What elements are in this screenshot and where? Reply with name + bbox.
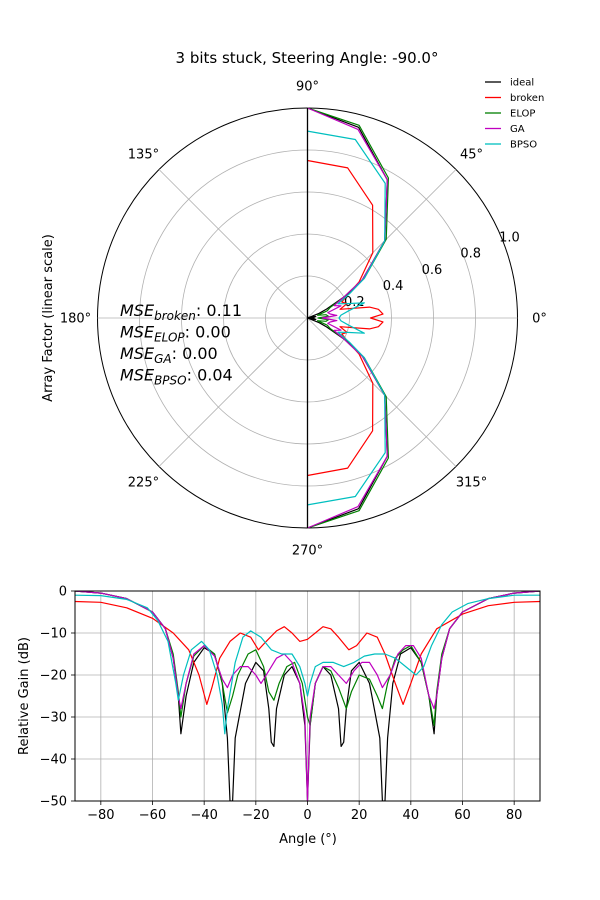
mse-separator: : — [196, 301, 206, 320]
polar-r-tick-label: 0.8 — [460, 247, 481, 262]
cartesian-chart: −80 −60 −40 −20 0 20 40 60 80 0 −10 −20 −30 −40 −50 — [40, 585, 541, 823]
x-tick-label: 60 — [454, 808, 471, 823]
polar-angular-gridline — [158, 169, 308, 319]
polar-angular-gridline — [307, 169, 457, 319]
mse-symbol: MSE — [120, 301, 155, 320]
polar-theta-tick-label: 135° — [128, 147, 159, 162]
polar-series-line-BPSO — [307, 130, 386, 506]
polar-theta-tick-label: 315° — [456, 476, 487, 491]
plot-frame — [74, 590, 541, 802]
polar-r-tick-label: 0.2 — [344, 295, 365, 310]
mse-subscript: BPSO — [154, 374, 187, 388]
mse-symbol: MSE — [120, 344, 155, 363]
mse-annotation: MSEBPSO: 0.04 — [120, 366, 233, 388]
x-tick-label: 40 — [403, 808, 420, 823]
polar-theta-tick-label: 90° — [296, 80, 319, 95]
legend-label-BPSO: BPSO — [510, 140, 537, 151]
mse-annotation: MSEGA: 0.00 — [120, 344, 218, 366]
cartesian-series-group — [75, 591, 540, 801]
polar-theta-tick-label: 45° — [460, 147, 483, 162]
cartesian-series-line-broken — [75, 600, 540, 705]
mse-annotation: MSEELOP: 0.00 — [120, 323, 231, 345]
legend-label-ideal: ideal — [510, 78, 534, 89]
mse-value: 0.04 — [197, 366, 233, 385]
x-tick-label: −20 — [242, 808, 269, 823]
polar-r-tick-label: 0.6 — [422, 263, 443, 278]
x-tick-label: 80 — [506, 808, 523, 823]
polar-series-line-GA — [307, 107, 388, 529]
y-tick-label: −10 — [40, 627, 67, 642]
y-tick-label: −30 — [40, 711, 67, 726]
polar-theta-tick-label: 270° — [292, 544, 323, 559]
x-tick-label: −60 — [139, 808, 166, 823]
mse-value: 0.00 — [195, 323, 231, 342]
legend-label-broken: broken — [510, 93, 544, 104]
mse-symbol: MSE — [120, 366, 155, 385]
mse-symbol: MSE — [120, 323, 155, 342]
polar-chart: 0° 45° 90° 135° 180° 225° 270° 315° 0.2 0.4 0.6 0.8… — [60, 80, 547, 559]
cartesian-series-line-GA — [75, 591, 540, 801]
y-tick-label: 0 — [59, 585, 67, 600]
polar-r-tick-label: 0.4 — [383, 279, 404, 294]
y-tick-label: −40 — [40, 753, 67, 768]
cartesian-series-line-BPSO — [75, 594, 540, 735]
polar-theta-tick-label: 0° — [532, 312, 547, 327]
polar-angular-gridline — [307, 317, 457, 467]
x-tick-label: 20 — [351, 808, 368, 823]
legend: ideal broken ELOP GA BPSO — [485, 78, 544, 151]
mse-annotation: MSEbroken: 0.11 — [120, 301, 242, 323]
y-tick-label: −50 — [40, 795, 67, 810]
x-tick-label: −40 — [190, 808, 217, 823]
mse-separator: : — [172, 344, 182, 363]
polar-theta-tick-label: 225° — [128, 476, 159, 491]
x-tick-label: −80 — [87, 808, 114, 823]
x-axis-label: Angle (°) — [279, 832, 337, 847]
mse-value: 0.11 — [206, 301, 242, 320]
polar-angular-gridline — [158, 317, 308, 467]
mse-value: 0.00 — [182, 344, 218, 363]
mse-subscript: ELOP — [154, 331, 185, 345]
mse-separator: : — [187, 366, 197, 385]
y-tick-label: −20 — [40, 669, 67, 684]
y-axis-label: Relative Gain (dB) — [17, 637, 32, 755]
polar-r-tick-label: 1.0 — [499, 231, 520, 246]
mse-subscript: broken — [154, 309, 196, 323]
mse-subscript: GA — [154, 352, 172, 366]
polar-chart-title: 3 bits stuck, Steering Angle: -90.0° — [176, 49, 439, 67]
legend-label-ELOP: ELOP — [510, 109, 535, 120]
legend-label-GA: GA — [510, 124, 525, 135]
polar-theta-tick-label: 180° — [60, 312, 91, 327]
polar-y-axis-label: Array Factor (linear scale) — [41, 234, 56, 402]
mse-separator: : — [185, 323, 195, 342]
x-tick-label: 0 — [303, 808, 311, 823]
